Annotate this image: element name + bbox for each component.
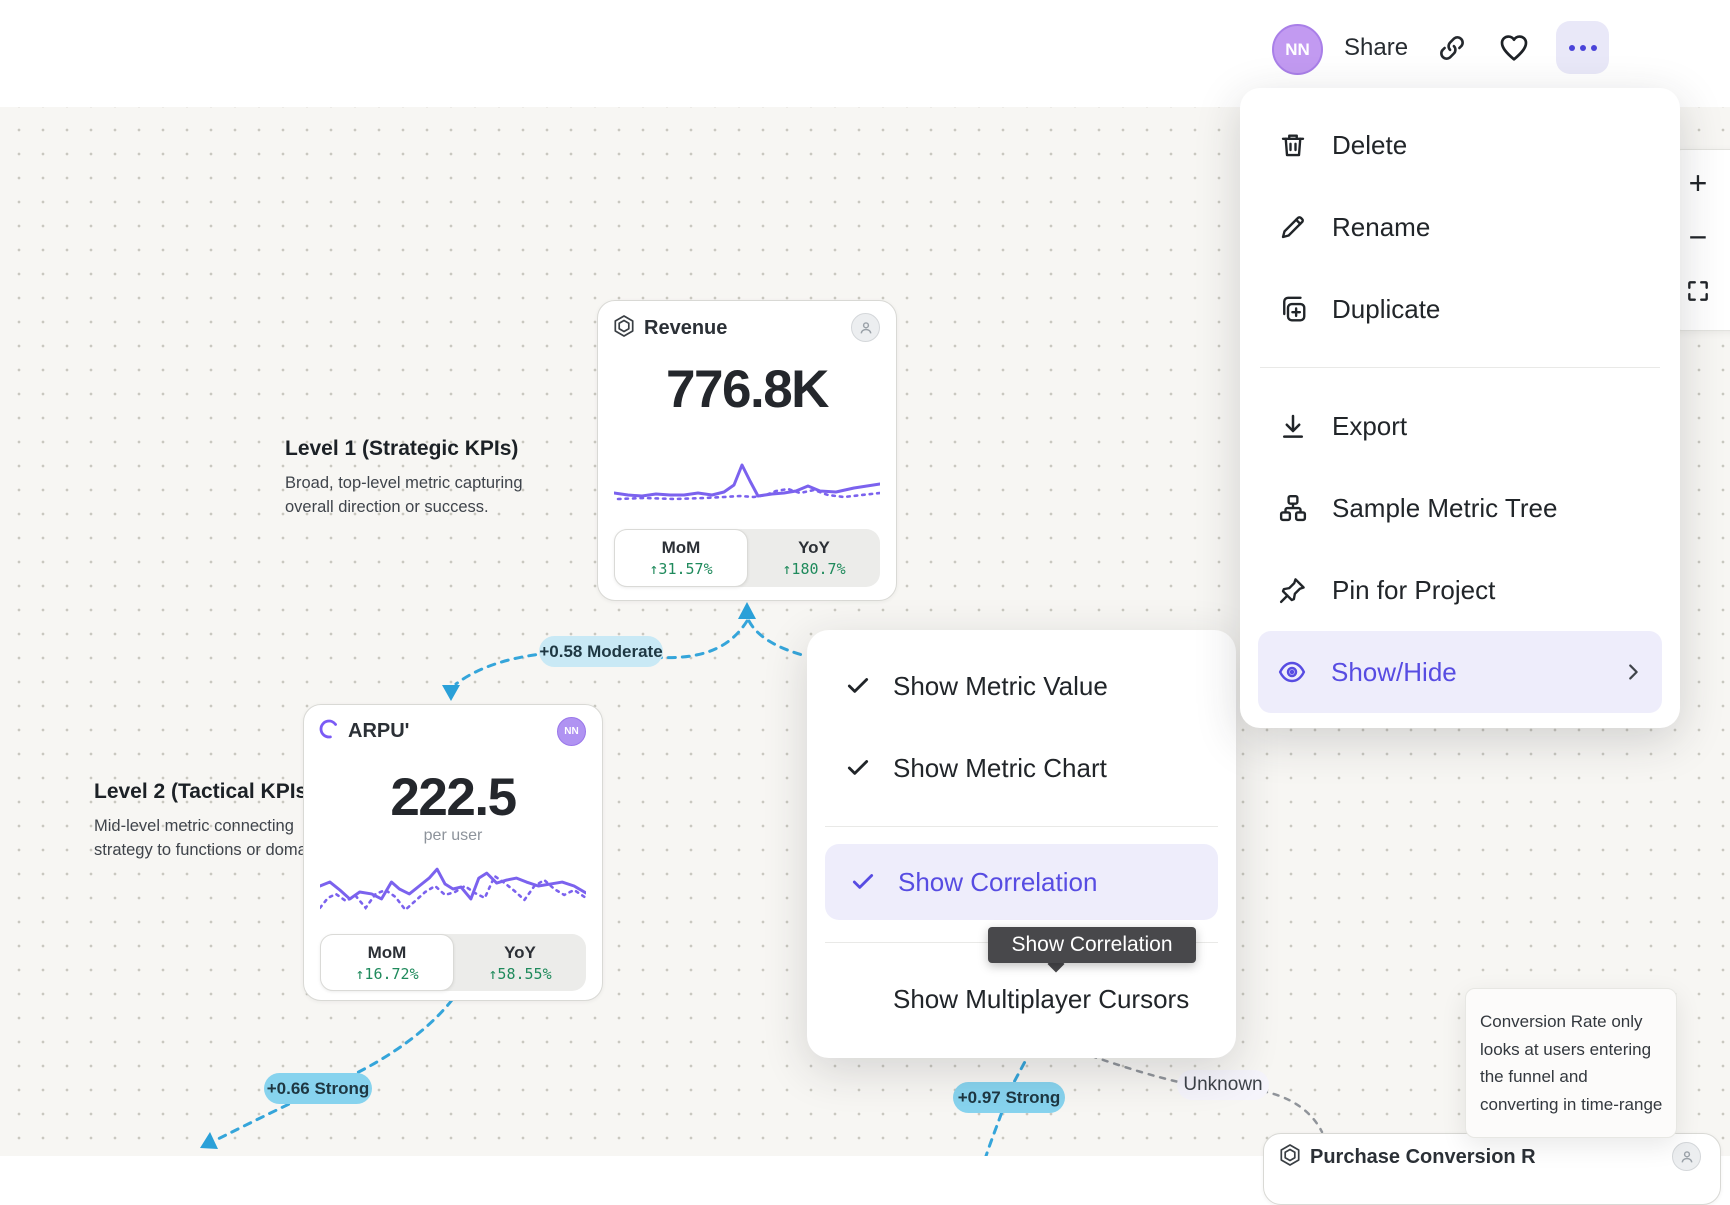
menu-item-sample-metric-tree[interactable]: Sample Metric Tree <box>1240 467 1680 549</box>
zoom-in-button[interactable]: + <box>1688 164 1708 201</box>
menu-item-label: Pin for Project <box>1332 574 1496 605</box>
menu-item-label: Show/Hide <box>1331 656 1457 687</box>
menu-item-show-metric-value[interactable]: Show Metric Value <box>807 645 1236 727</box>
metric-tree-icon <box>1279 494 1307 522</box>
correlation-badge-066[interactable]: +0.66 Strong <box>264 1073 372 1104</box>
check-icon <box>847 678 869 693</box>
fit-view-button[interactable] <box>1675 264 1721 318</box>
level-1-title: Level 1 (Strategic KPIs) <box>285 437 519 460</box>
metric-card-arpu[interactable]: ARPU' NN 222.5 per user MoM ↑16.72% YoY … <box>303 704 603 1001</box>
period-toggle: MoM ↑31.57% YoY ↑180.7% <box>614 529 880 587</box>
ellipsis-icon <box>1568 44 1575 51</box>
level-2-title: Level 2 (Tactical KPIs) <box>94 780 315 803</box>
yoy-label: YoY <box>798 538 830 557</box>
card-title: ARPU' <box>348 720 410 742</box>
menu-item-show-metric-chart[interactable]: Show Metric Chart <box>807 727 1236 809</box>
menu-item-show-hide[interactable]: Show/Hide <box>1258 631 1662 713</box>
menu-item-duplicate[interactable]: Duplicate <box>1240 268 1680 350</box>
level-1-description: Broad, top-level metric capturing overal… <box>285 474 523 516</box>
metric-value: 222.5 <box>390 768 517 827</box>
menu-separator <box>825 826 1218 827</box>
mom-toggle-button[interactable]: MoM ↑31.57% <box>614 529 748 587</box>
menu-item-label: Show Multiplayer Cursors <box>893 983 1190 1014</box>
collaborator-avatar: NN <box>557 717 586 746</box>
yoy-toggle-button[interactable]: YoY ↑58.55% <box>454 934 586 991</box>
correlation-badge-unknown[interactable]: Unknown <box>1177 1070 1269 1100</box>
menu-item-export[interactable]: Export <box>1240 385 1680 467</box>
menu-item-pin-for-project[interactable]: Pin for Project <box>1240 549 1680 631</box>
arc-metric-icon <box>318 718 340 745</box>
mom-label: MoM <box>367 942 407 962</box>
mom-value: ↑16.72% <box>355 964 419 983</box>
yoy-label: YoY <box>504 942 536 962</box>
level-2-description: Mid-level metric connecting strategy to … <box>94 817 333 859</box>
mom-value: ↑31.57% <box>649 560 713 578</box>
menu-item-rename[interactable]: Rename <box>1240 186 1680 268</box>
pushpin-icon <box>1279 578 1305 604</box>
menu-item-label: Sample Metric Tree <box>1332 492 1558 523</box>
card-title: Revenue <box>644 317 728 339</box>
correlation-badge-097[interactable]: +0.97 Strong <box>953 1082 1065 1113</box>
mom-toggle-button[interactable]: MoM ↑16.72% <box>320 934 454 991</box>
hexagon-metric-icon <box>1278 1143 1302 1172</box>
metric-value: 776.8K <box>666 360 829 419</box>
share-button[interactable]: Share <box>1344 34 1409 61</box>
pencil-icon <box>1281 216 1304 239</box>
menu-item-label: Show Metric Chart <box>893 752 1107 783</box>
hexagon-metric-icon <box>612 314 636 343</box>
metric-card-revenue[interactable]: Revenue 776.8K MoM ↑31.57% YoY ↑180.7% <box>597 300 897 601</box>
menu-item-label: Duplicate <box>1332 293 1441 324</box>
favorite-button[interactable] <box>1492 28 1536 68</box>
more-options-button[interactable] <box>1556 21 1609 74</box>
menu-item-delete[interactable]: Delete <box>1240 104 1680 186</box>
menu-separator <box>1260 367 1660 368</box>
yoy-value: ↑58.55% <box>488 964 552 983</box>
more-options-menu: Delete Rename Duplicate Export Sample Me… <box>1240 88 1680 728</box>
menu-item-label: Show Metric Value <box>893 670 1108 701</box>
user-avatar[interactable]: NN <box>1272 24 1323 75</box>
zoom-out-button[interactable]: − <box>1688 218 1708 255</box>
copy-link-button[interactable] <box>1432 28 1472 68</box>
check-icon <box>847 760 869 775</box>
top-bar: NN Share <box>0 0 1730 107</box>
menu-item-label: Delete <box>1332 129 1408 160</box>
menu-item-show-correlation[interactable]: Show Correlation <box>825 844 1218 920</box>
show-hide-submenu: Show Metric Value Show Metric Chart Show… <box>807 630 1236 1058</box>
sparkline-chart <box>614 463 880 501</box>
period-toggle: MoM ↑16.72% YoY ↑58.55% <box>320 934 586 991</box>
person-avatar-icon <box>851 313 880 342</box>
duplicate-icon <box>1283 296 1306 322</box>
yoy-toggle-button[interactable]: YoY ↑180.7% <box>748 529 880 587</box>
menu-item-label: Export <box>1332 410 1408 441</box>
link-icon <box>1440 36 1464 60</box>
check-icon <box>852 874 874 889</box>
metric-card-purchase-conversion[interactable]: Purchase Conversion R <box>1263 1133 1721 1205</box>
sparkline-chart <box>320 867 586 912</box>
check-placeholder <box>845 986 871 1012</box>
menu-item-show-multiplayer-cursors[interactable]: Show Multiplayer Cursors <box>807 958 1236 1040</box>
chevron-right-icon <box>1629 664 1638 680</box>
metric-unit: per user <box>423 827 483 844</box>
menu-item-label: Show Correlation <box>898 866 1098 897</box>
menu-item-label: Rename <box>1332 211 1431 242</box>
download-icon <box>1283 414 1303 438</box>
yoy-value: ↑180.7% <box>782 560 846 578</box>
correlation-badge-058[interactable]: +0.58 Moderate <box>539 636 663 667</box>
eye-icon <box>1278 661 1306 683</box>
conversion-rate-note: Conversion Rate only looks at users ente… <box>1465 988 1677 1138</box>
mom-label: MoM <box>661 538 701 557</box>
person-avatar-icon <box>1672 1142 1701 1171</box>
show-correlation-tooltip: Show Correlation <box>988 927 1196 963</box>
trash-icon <box>1281 134 1305 157</box>
heart-icon <box>1500 35 1528 61</box>
card-title: Purchase Conversion R <box>1310 1146 1536 1168</box>
